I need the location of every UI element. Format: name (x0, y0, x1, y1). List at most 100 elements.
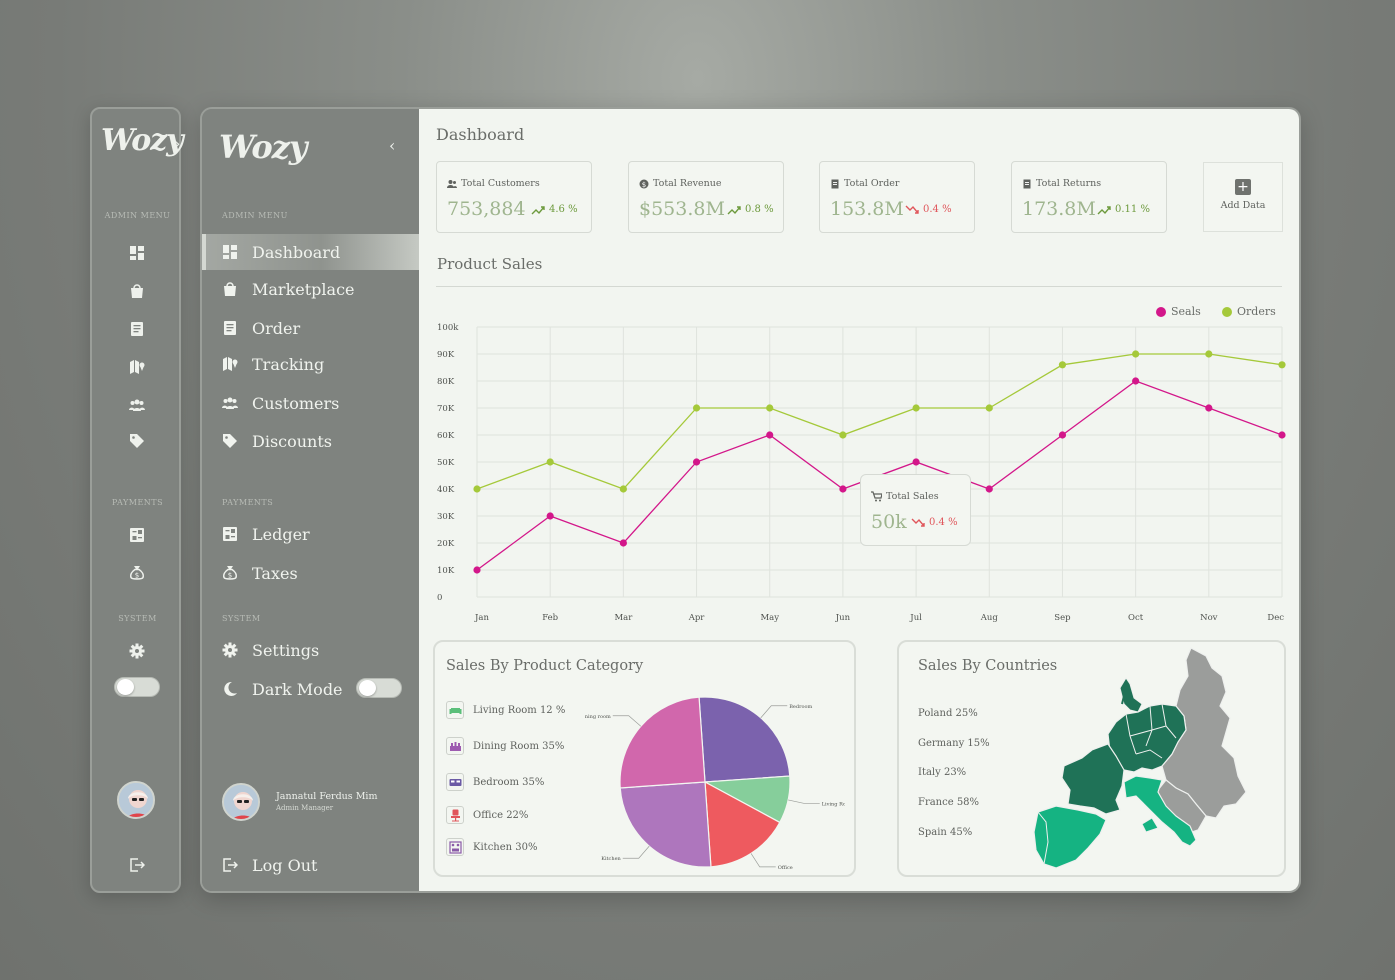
category-item-bedroom[interactable]: Bedroom 35% (446, 773, 544, 791)
map-region-france (1061, 743, 1125, 815)
map-region-italy (1123, 775, 1197, 847)
user-avatar[interactable] (222, 783, 260, 821)
y-tick-label: 0 (437, 593, 442, 603)
pie-leader-line (622, 845, 650, 859)
stat-label: Total Customers (447, 178, 540, 189)
gear-icon (222, 642, 238, 658)
logout-button[interactable]: Log Out (202, 847, 419, 883)
sidebar-item-tracking[interactable]: Tracking (202, 346, 419, 382)
tooltip-value: 50k (871, 511, 907, 533)
sidebar-item-label: Settings (252, 640, 320, 660)
stat-card-total-returns[interactable]: Total Returns 173.8M 0.11 % (1011, 161, 1167, 233)
data-point-orders (546, 458, 554, 466)
sidebar-item-label: Tracking (252, 354, 325, 374)
category-item-living-room[interactable]: Living Room 12 % (446, 701, 565, 719)
mini-payments-label: PAYMENTS (111, 498, 164, 507)
stat-value: 153.8M (830, 198, 904, 220)
y-tick-label: 70K (437, 404, 455, 414)
y-tick-label: 80K (437, 377, 455, 387)
bed-icon (446, 773, 464, 791)
stat-change: 0.11 % (1097, 204, 1150, 215)
moon-icon (222, 681, 238, 697)
sidebar-item-label: Dashboard (252, 242, 341, 262)
data-point-seals (912, 458, 920, 466)
sidebar-item-label: Customers (252, 393, 340, 413)
mini-gear-icon[interactable] (129, 643, 145, 659)
legend-seals[interactable]: Seals (1156, 305, 1201, 318)
legend-orders[interactable]: Orders (1222, 305, 1276, 318)
svg-text:$: $ (642, 180, 646, 188)
collapse-chevron-icon[interactable]: ‹ (389, 136, 396, 155)
y-tick-label: 40K (437, 485, 455, 495)
x-tick-label: Sep (1054, 613, 1071, 623)
x-tick-label: Feb (542, 613, 558, 623)
stat-label: Total Returns (1022, 178, 1101, 189)
sidebar-item-customers[interactable]: Customers (202, 385, 419, 421)
mini-map-pin-icon[interactable] (129, 359, 145, 375)
mini-sidebar: Wozy › ADMIN MENU PAYMENTS $ SYSTEM (90, 107, 184, 893)
main-content: Dashboard Total Customers 753,884 4.6 % … (419, 109, 1299, 891)
mini-logout-icon[interactable] (129, 857, 146, 873)
data-point-seals (1278, 431, 1286, 439)
country-item-germany: Germany 15% (918, 738, 990, 749)
mini-customers-icon[interactable] (129, 397, 145, 413)
stat-card-total-customers[interactable]: Total Customers 753,884 4.6 % (436, 161, 592, 233)
sidebar-item-dashboard[interactable]: Dashboard (202, 234, 419, 270)
pie-slice (619, 696, 706, 789)
mini-shopping-bag-icon[interactable] (129, 283, 145, 299)
category-item-kitchen[interactable]: Kitchen 30% (446, 838, 538, 856)
pie-slice-label: Kitchen (601, 856, 621, 862)
stat-label: $ Total Revenue (639, 178, 721, 189)
tag-icon (222, 433, 238, 449)
users-icon (447, 179, 457, 188)
y-tick-label: 50K (437, 458, 455, 468)
data-point-seals (546, 512, 554, 520)
category-item-dining-room[interactable]: Dining Room 35% (446, 737, 564, 755)
y-tick-label: 60K (437, 431, 455, 441)
mini-dark-mode-toggle[interactable] (114, 677, 160, 697)
legend-dot (1222, 306, 1232, 317)
stat-card-total-revenue[interactable]: $ Total Revenue $553.8M 0.8 % (628, 161, 784, 233)
sidebar-item-marketplace[interactable]: Marketplace (202, 271, 419, 307)
add-data-button[interactable]: + Add Data (1203, 162, 1283, 232)
category-item-office[interactable]: Office 22% (446, 806, 528, 824)
x-tick-label: Nov (1200, 613, 1218, 623)
data-point-orders (1278, 361, 1286, 369)
sidebar-item-ledger[interactable]: Ledger (202, 516, 419, 552)
dark-mode-toggle[interactable] (356, 678, 402, 698)
dining-icon (446, 737, 464, 755)
mini-money-bag-icon[interactable]: $ (129, 565, 145, 581)
sidebar-item-discounts[interactable]: Discounts (202, 423, 419, 459)
sales-by-category-card: Sales By Product Category Living Room 12… (433, 640, 856, 877)
x-tick-label: Jul (909, 613, 922, 623)
product-sales-chart: 0 10K 20K 30K 40K 50K 60K 70K 80K 90K 100k Jan Feb Ma… (437, 323, 1286, 623)
mini-avatar[interactable] (117, 781, 155, 819)
data-point-seals (766, 431, 774, 439)
sidebar-item-label: Marketplace (252, 279, 355, 299)
sidebar-item-settings[interactable]: Settings (202, 632, 419, 668)
mini-tag-icon[interactable] (129, 433, 145, 449)
sidebar-item-label: Taxes (252, 563, 298, 583)
toggle-knob (359, 680, 376, 696)
mini-system-label: SYSTEM (118, 614, 157, 623)
logout-label: Log Out (252, 855, 318, 875)
sidebar-item-dark-mode[interactable]: Dark Mode (202, 671, 419, 707)
stat-card-total-order[interactable]: Total Order 153.8M 0.4 % (819, 161, 975, 233)
order-icon (831, 179, 839, 188)
stat-value: 173.8M (1022, 198, 1096, 220)
sidebar-logo: Wozy (219, 128, 307, 166)
sidebar-item-taxes[interactable]: $ Taxes (202, 555, 419, 591)
x-tick-label: Aug (980, 613, 999, 623)
sidebar-item-label: Dark Mode (252, 679, 343, 699)
sidebar-item-order[interactable]: Order (202, 310, 419, 346)
mini-ledger-icon[interactable] (129, 527, 145, 543)
country-item-spain: Spain 45% (918, 827, 973, 838)
mini-dashboard-icon[interactable] (129, 245, 145, 261)
y-tick-label: 30K (437, 512, 455, 522)
trend-down-icon (911, 518, 925, 527)
expand-chevron-icon[interactable]: › (174, 134, 181, 153)
mini-order-icon[interactable] (129, 321, 145, 337)
svg-text:$: $ (135, 572, 139, 580)
sales-by-countries-card: Sales By Countries Poland 25% Germany 15… (897, 640, 1286, 877)
sofa-icon (446, 701, 464, 719)
